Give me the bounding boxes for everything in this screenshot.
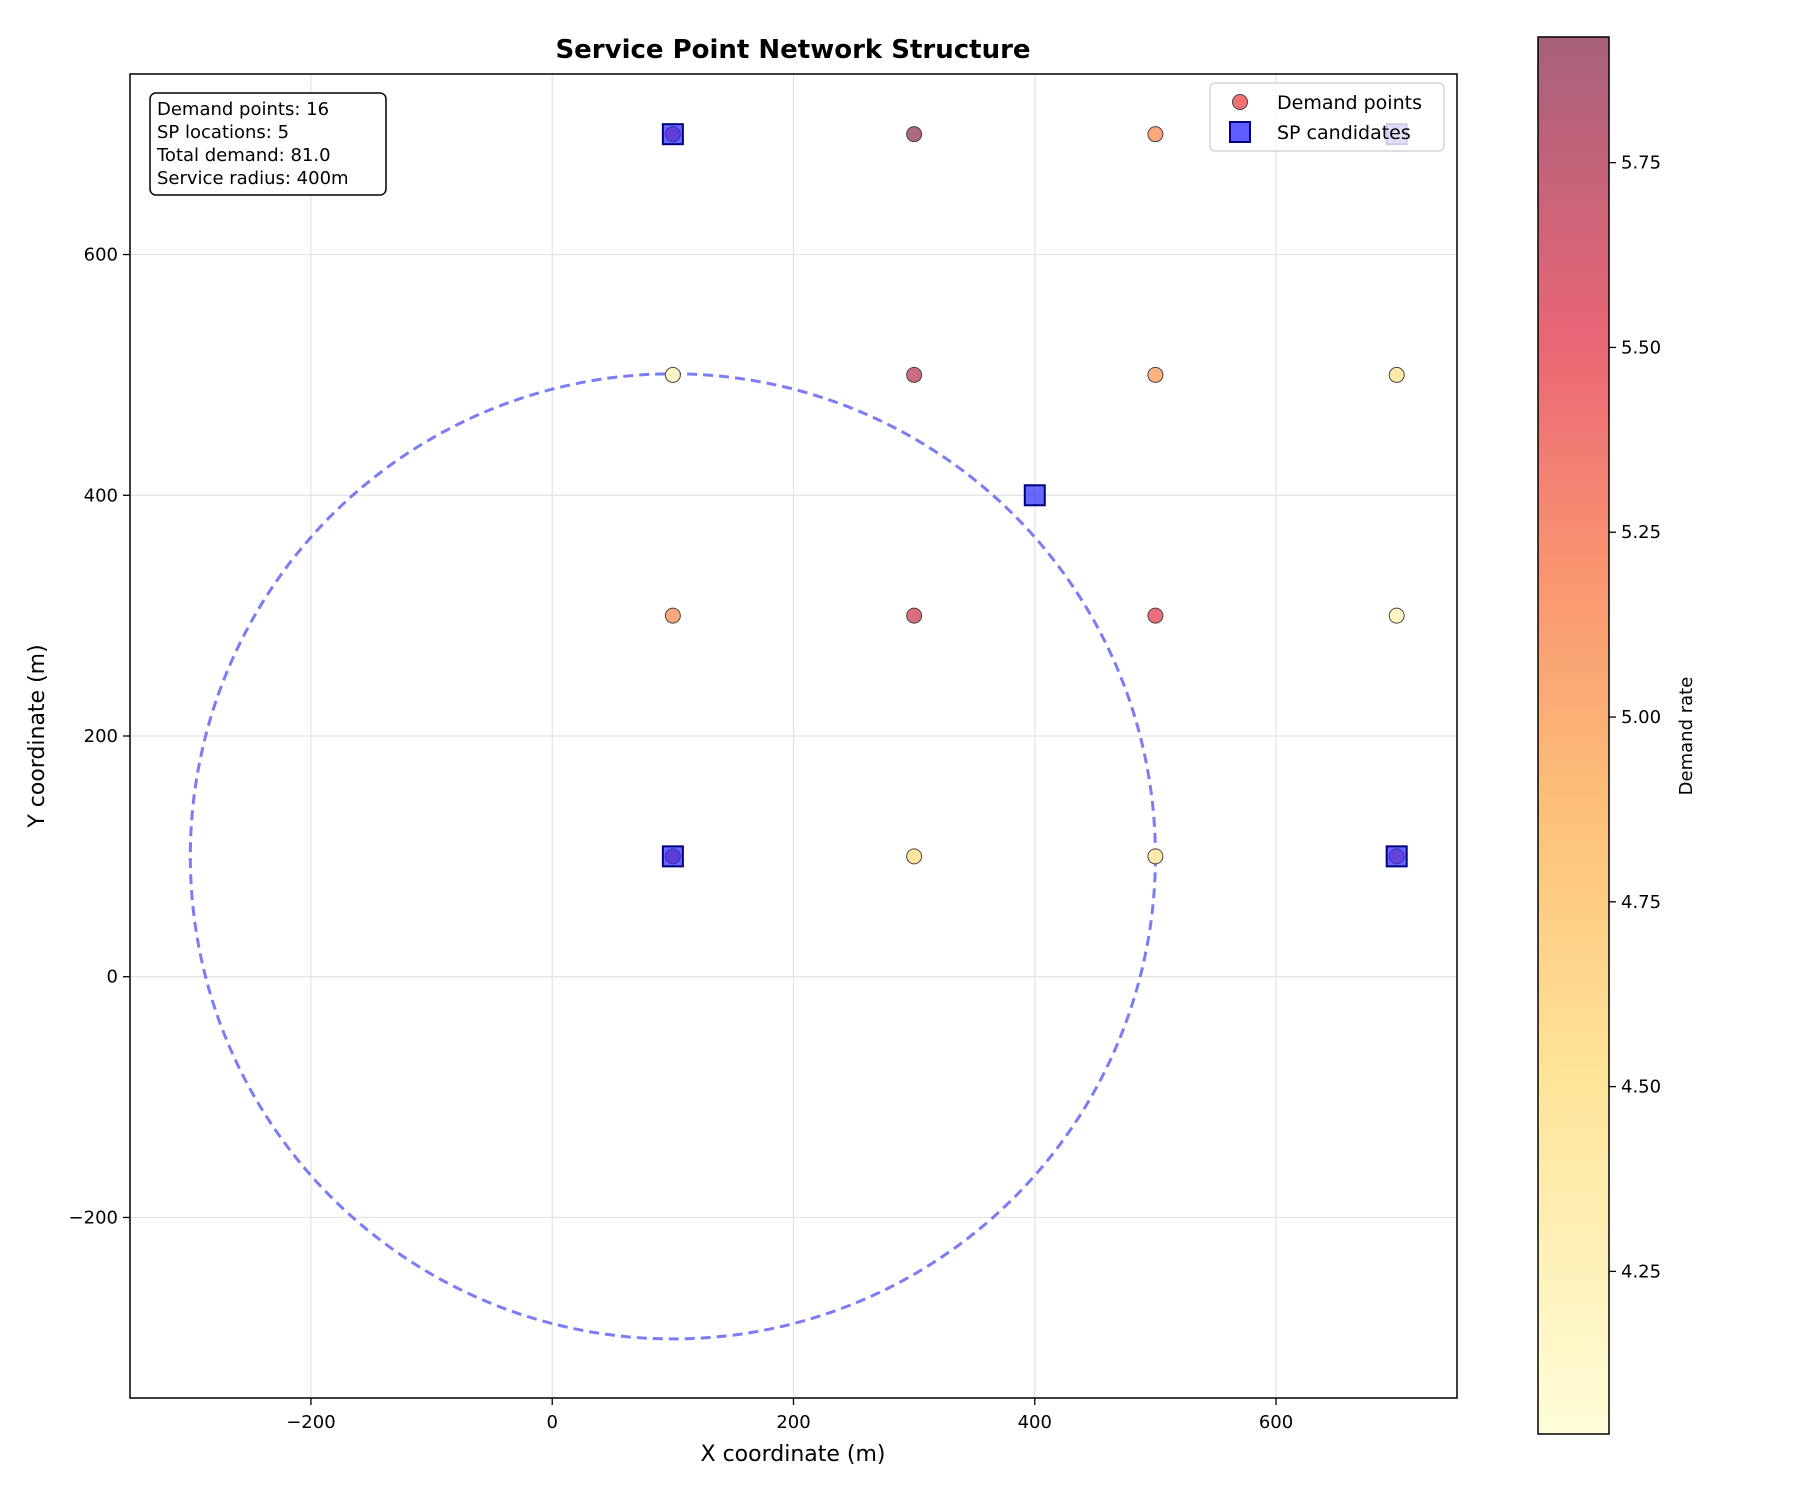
info-line-service-radius: Service radius: 400m <box>157 168 349 189</box>
colorbar-label: Demand rate <box>1676 677 1697 796</box>
demand-point <box>1147 126 1164 143</box>
x-tick-label: 0 <box>547 1412 558 1433</box>
colorbar: 4.25 4.50 4.75 5.00 5.25 5.50 5.75 Demand rate <box>1537 36 1697 1435</box>
colorbar-tick-label: 5.00 <box>1621 707 1661 728</box>
demand-point <box>664 366 681 383</box>
demand-point <box>1147 366 1164 383</box>
info-line-demand-points: Demand points: 16 <box>157 99 329 120</box>
demand-point <box>906 848 923 865</box>
colorbar-tick-label: 5.25 <box>1621 522 1661 543</box>
colorbar-tick-label: 5.50 <box>1621 337 1661 358</box>
x-axis-ticks: −200 0 200 400 600 <box>286 1398 1293 1433</box>
grid-lines <box>130 74 1457 1398</box>
sp-candidate <box>1023 484 1046 507</box>
info-box-frame <box>149 92 387 196</box>
demand-point <box>1388 366 1405 383</box>
y-tick-label: −200 <box>69 1207 118 1228</box>
legend-demand-marker <box>1232 94 1248 110</box>
colorbar-gradient <box>1537 36 1610 1435</box>
sp-candidates <box>661 123 1408 868</box>
colorbar-tick-label: 4.50 <box>1621 1077 1661 1098</box>
demand-point <box>906 366 923 383</box>
colorbar-tick-label: 4.25 <box>1621 1261 1661 1282</box>
chart-title: Service Point Network Structure <box>555 35 1030 65</box>
x-axis-label: X coordinate (m) <box>701 1442 886 1467</box>
y-tick-label: 0 <box>107 967 118 988</box>
legend-sp-marker <box>1229 121 1251 143</box>
demand-point <box>906 126 923 143</box>
x-tick-label: 600 <box>1259 1412 1293 1433</box>
sp-candidate <box>1385 845 1408 868</box>
info-line-sp-locations: SP locations: 5 <box>157 122 289 143</box>
y-axis-label: Y coordinate (m) <box>25 644 50 828</box>
colorbar-ticks: 4.25 4.50 4.75 5.00 5.25 5.50 5.75 <box>1609 153 1661 1282</box>
demand-point <box>1147 607 1164 624</box>
demand-point <box>906 607 923 624</box>
info-line-total-demand: Total demand: 81.0 <box>156 145 331 166</box>
legend-demand-label: Demand points <box>1277 92 1422 114</box>
y-tick-label: 200 <box>84 726 118 747</box>
y-axis-ticks: −200 0 200 400 600 <box>69 245 130 1228</box>
legend-frame <box>1209 82 1445 152</box>
demand-point <box>1147 848 1164 865</box>
legend: Demand points SP candidates <box>1209 82 1445 152</box>
x-tick-label: 400 <box>1018 1412 1052 1433</box>
demand-point <box>664 607 681 624</box>
info-box: Demand points: 16 SP locations: 5 Total … <box>149 92 387 196</box>
colorbar-tick-label: 5.75 <box>1621 153 1661 174</box>
y-tick-label: 600 <box>84 245 118 266</box>
colorbar-tick-label: 4.75 <box>1621 892 1661 913</box>
sp-candidate <box>661 845 684 868</box>
x-tick-label: 200 <box>776 1412 810 1433</box>
y-tick-label: 400 <box>84 485 118 506</box>
demand-point <box>1388 607 1405 624</box>
sp-candidate <box>661 123 684 146</box>
x-tick-label: −200 <box>286 1412 335 1433</box>
legend-sp-label: SP candidates <box>1277 122 1411 144</box>
